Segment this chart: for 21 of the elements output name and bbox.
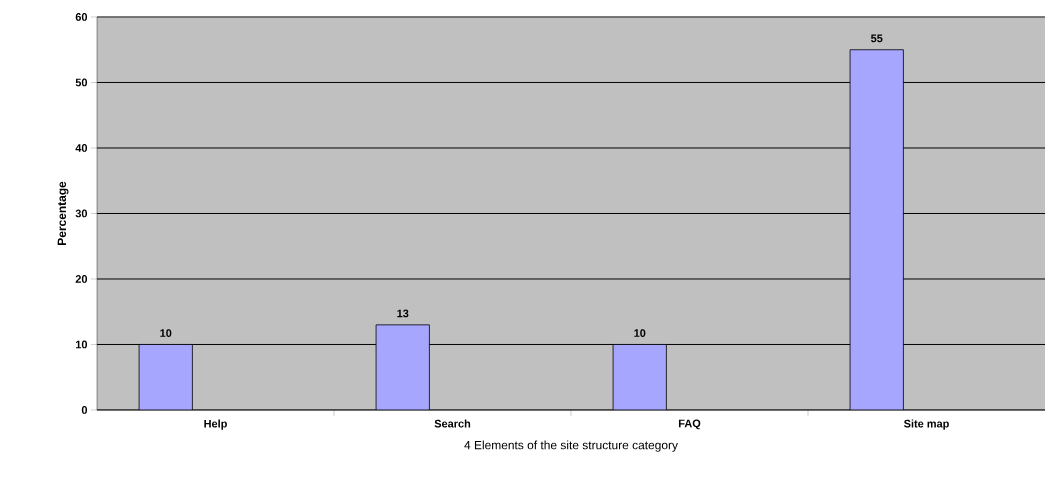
y-tick-label: 10 — [75, 340, 88, 349]
y-tick-label: 20 — [75, 275, 88, 283]
bar — [612, 344, 667, 410]
bar — [849, 49, 904, 410]
data-label: 10 — [634, 329, 646, 337]
y-tick-label: 40 — [75, 144, 88, 152]
x-tick-label: Site map — [903, 419, 949, 430]
x-tick-label: FAQ — [678, 419, 701, 430]
x-tick-label: Search — [434, 419, 471, 428]
y-tick-label: 60 — [75, 13, 88, 21]
y-tick-label: 30 — [75, 209, 88, 218]
data-label: 10 — [160, 329, 172, 337]
data-label: 13 — [397, 309, 409, 318]
y-axis-title: Percentage — [57, 181, 69, 245]
data-label: 55 — [870, 34, 883, 43]
y-tick-label: 50 — [75, 78, 88, 87]
bar — [375, 324, 430, 410]
y-tick-label: 0 — [81, 406, 88, 414]
x-tick-label: Help — [204, 419, 227, 430]
x-axis-title: 4 Elements of the site structure category — [464, 440, 678, 452]
bar — [138, 344, 193, 410]
